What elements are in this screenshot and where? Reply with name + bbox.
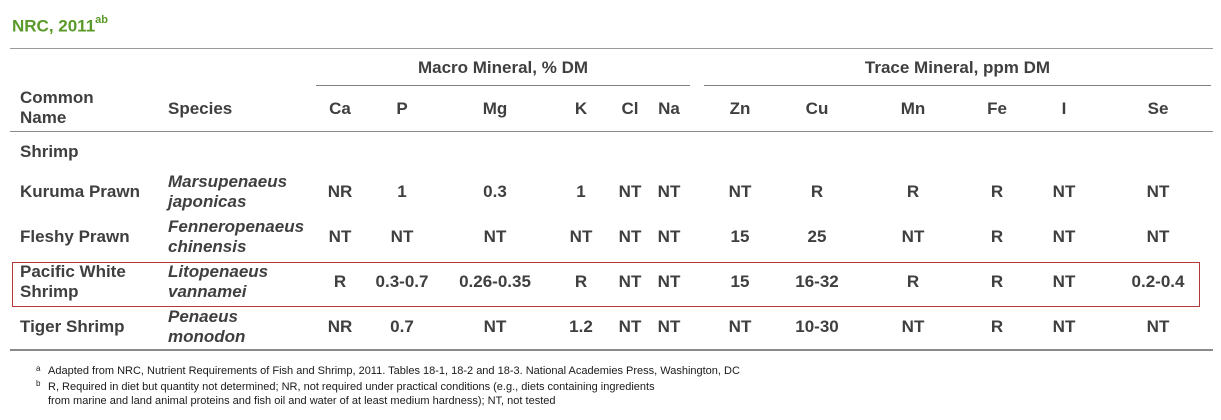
col-header-fe: Fe <box>987 99 1007 118</box>
col-header-zn: Zn <box>729 99 751 118</box>
cell-fe: R <box>990 272 1004 291</box>
cell-i: NT <box>1052 182 1076 201</box>
table-title-superscript: ab <box>95 14 109 26</box>
table-title: NRC, 2011ab <box>12 14 109 37</box>
row-species: Fenneropenaeus chinensis <box>168 217 305 256</box>
cell-zn: 15 <box>730 272 750 291</box>
cell-mg: 0.3 <box>483 182 507 201</box>
footnote-b-marker: b <box>36 379 41 388</box>
cell-i: NT <box>1052 317 1076 336</box>
row-species: Penaeus monodon <box>168 307 246 346</box>
cell-zn: 15 <box>730 227 750 246</box>
cell-na: NT <box>657 317 681 336</box>
col-header-p: P <box>396 99 408 118</box>
cell-i: NT <box>1052 272 1076 291</box>
cell-cl: NT <box>618 317 642 336</box>
top-rule <box>10 48 1213 49</box>
footnote-a-marker: a <box>36 364 41 373</box>
footnote-b-line1: R, Required in diet but quantity not det… <box>48 381 655 393</box>
cell-se: NT <box>1146 227 1170 246</box>
cell-mn: NT <box>901 227 925 246</box>
cell-ca: NT <box>328 227 352 246</box>
cell-se: NT <box>1146 317 1170 336</box>
cell-cu: 16-32 <box>795 272 839 291</box>
macro-group-rule <box>316 85 690 86</box>
cell-zn: NT <box>728 317 752 336</box>
row-common-name: Fleshy Prawn <box>20 227 130 246</box>
macro-mineral-group-header: Macro Mineral, % DM <box>417 58 589 77</box>
footnote-b-line2: from marine and land animal proteins and… <box>48 395 556 407</box>
cell-se: NT <box>1146 182 1170 201</box>
cell-fe: R <box>990 317 1004 336</box>
col-header-species: Species <box>168 99 233 118</box>
cell-na: NT <box>657 227 681 246</box>
cell-cu: R <box>810 182 824 201</box>
header-rule <box>10 131 1213 132</box>
footnote-a: Adapted from NRC, Nutrient Requirements … <box>48 365 740 377</box>
col-header-common-name: Common Name <box>20 88 94 127</box>
table-title-text: NRC, 2011 <box>12 16 96 36</box>
row-species: Litopenaeus vannamei <box>168 262 269 301</box>
cell-cu: 25 <box>807 227 827 246</box>
row-common-name: Pacific White Shrimp <box>20 262 126 301</box>
bottom-rule <box>10 349 1213 351</box>
cell-k: NT <box>569 227 593 246</box>
col-header-se: Se <box>1147 99 1169 118</box>
col-header-mg: Mg <box>482 99 508 118</box>
row-common-name: Tiger Shrimp <box>20 317 125 336</box>
cell-mg: 0.26-0.35 <box>459 272 531 291</box>
cell-mg: NT <box>483 317 507 336</box>
col-header-cu: Cu <box>805 99 829 118</box>
col-header-cl: Cl <box>621 99 639 118</box>
cell-na: NT <box>657 182 681 201</box>
col-header-i: I <box>1061 99 1067 118</box>
col-header-ca: Ca <box>329 99 351 118</box>
cell-i: NT <box>1052 227 1076 246</box>
cell-k: 1 <box>576 182 586 201</box>
cell-p: NT <box>390 227 414 246</box>
cell-se: 0.2-0.4 <box>1131 272 1185 291</box>
trace-group-rule <box>704 85 1211 86</box>
cell-zn: NT <box>728 182 752 201</box>
cell-fe: R <box>990 182 1004 201</box>
cell-mn: R <box>906 272 920 291</box>
cell-p: 0.3-0.7 <box>375 272 429 291</box>
cell-ca: R <box>333 272 347 291</box>
cell-ca: NR <box>327 182 353 201</box>
trace-mineral-group-header: Trace Mineral, ppm DM <box>864 58 1051 77</box>
cell-na: NT <box>657 272 681 291</box>
cell-cl: NT <box>618 272 642 291</box>
cell-ca: NR <box>327 317 353 336</box>
col-header-na: Na <box>658 99 680 118</box>
cell-cl: NT <box>618 182 642 201</box>
cell-mn: NT <box>901 317 925 336</box>
row-species: Marsupenaeus japonicas <box>168 172 288 211</box>
cell-cu: 10-30 <box>795 317 839 336</box>
cell-k: R <box>574 272 588 291</box>
cell-p: 0.7 <box>390 317 414 336</box>
col-header-k: K <box>574 99 588 118</box>
cell-cl: NT <box>618 227 642 246</box>
row-common-name: Kuruma Prawn <box>20 182 140 201</box>
section-label-shrimp: Shrimp <box>20 142 79 161</box>
cell-fe: R <box>990 227 1004 246</box>
col-header-mn: Mn <box>900 99 926 118</box>
cell-k: 1.2 <box>569 317 593 336</box>
cell-mg: NT <box>483 227 507 246</box>
cell-p: 1 <box>397 182 407 201</box>
cell-mn: R <box>906 182 920 201</box>
highlight-box <box>12 262 1200 307</box>
